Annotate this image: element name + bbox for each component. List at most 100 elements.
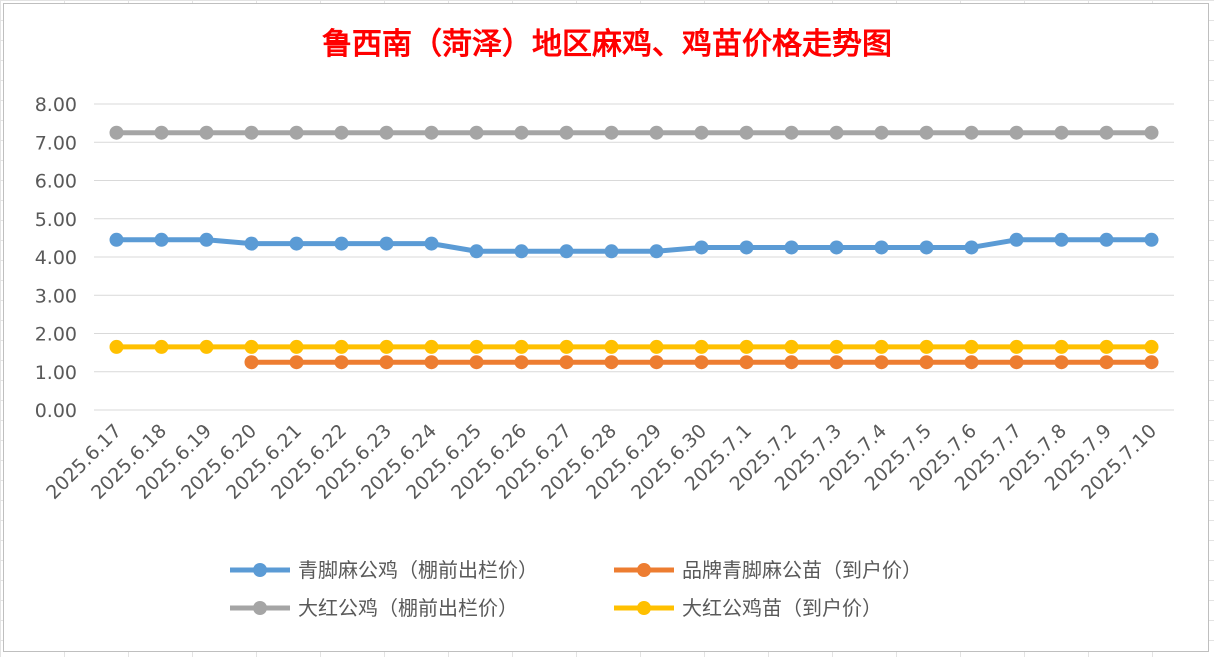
legend-item: 品牌青脚麻公苗（到户价）: [614, 558, 922, 582]
data-point: [379, 355, 394, 370]
data-point: [199, 232, 214, 247]
data-point: [559, 339, 574, 354]
data-point: [1099, 232, 1114, 247]
data-point: [829, 125, 844, 140]
data-point: [154, 232, 169, 247]
data-point: [739, 339, 754, 354]
data-point: [109, 232, 124, 247]
legend-item: 青脚麻公鸡（棚前出栏价）: [230, 558, 538, 582]
data-point: [784, 125, 799, 140]
data-point: [244, 125, 259, 140]
data-point: [694, 240, 709, 255]
data-point: [289, 125, 304, 140]
data-point: [964, 355, 979, 370]
data-point: [1054, 339, 1069, 354]
series-3: [109, 339, 1159, 354]
data-point: [694, 125, 709, 140]
data-point: [964, 125, 979, 140]
data-point: [649, 244, 664, 259]
data-point: [829, 339, 844, 354]
gridlines: [94, 103, 1174, 411]
x-axis-ticks: 2025.6.172025.6.182025.6.192025.6.202025…: [42, 420, 1161, 504]
data-point: [1054, 232, 1069, 247]
series-line: [114, 237, 1154, 254]
legend-label: 大红公鸡苗（到户价）: [682, 596, 882, 620]
data-point: [109, 339, 124, 354]
data-point: [469, 125, 484, 140]
data-point: [1144, 125, 1159, 140]
data-point: [874, 339, 889, 354]
data-point: [334, 339, 349, 354]
data-point: [1009, 339, 1024, 354]
data-point: [739, 125, 754, 140]
data-point: [919, 240, 934, 255]
data-point: [514, 339, 529, 354]
data-point: [559, 244, 574, 259]
y-tick-label: 3.00: [35, 285, 77, 307]
legend: 青脚麻公鸡（棚前出栏价） 品牌青脚麻公苗（到户价） 大红公鸡（棚前出栏价） 大红公鸡苗…: [230, 558, 922, 620]
data-point: [154, 339, 169, 354]
data-point: [964, 240, 979, 255]
data-point: [514, 244, 529, 259]
data-point: [424, 339, 439, 354]
data-point: [919, 125, 934, 140]
data-point: [1009, 355, 1024, 370]
legend-swatch-marker: [637, 563, 651, 577]
data-point: [964, 339, 979, 354]
data-point: [559, 125, 574, 140]
data-point: [604, 355, 619, 370]
data-point: [1009, 125, 1024, 140]
y-tick-label: 7.00: [35, 132, 77, 154]
data-point: [739, 240, 754, 255]
y-tick-label: 2.00: [35, 324, 77, 346]
legend-item: 大红公鸡（棚前出栏价）: [230, 596, 518, 620]
data-point: [604, 244, 619, 259]
legend-swatch-marker: [253, 601, 267, 615]
data-point: [244, 355, 259, 370]
series-0: [109, 232, 1159, 259]
data-point: [649, 125, 664, 140]
data-point: [244, 339, 259, 354]
data-point: [379, 339, 394, 354]
y-tick-label: 1.00: [35, 362, 77, 384]
legend-item: 大红公鸡苗（到户价）: [614, 596, 882, 620]
data-point: [784, 355, 799, 370]
data-point: [199, 339, 214, 354]
data-point: [874, 240, 889, 255]
data-point: [829, 355, 844, 370]
y-tick-label: 6.00: [35, 171, 77, 193]
series-layer: [109, 125, 1159, 370]
data-point: [649, 355, 664, 370]
y-tick-label: 4.00: [35, 247, 77, 269]
data-point: [919, 339, 934, 354]
data-point: [1144, 339, 1159, 354]
data-point: [469, 339, 484, 354]
data-point: [289, 236, 304, 251]
data-point: [469, 244, 484, 259]
data-point: [199, 125, 214, 140]
chart-area[interactable]: [3, 3, 1209, 652]
data-point: [1144, 355, 1159, 370]
data-point: [694, 355, 709, 370]
data-point: [1099, 339, 1114, 354]
data-point: [874, 125, 889, 140]
data-point: [334, 125, 349, 140]
chart-title: 鲁西南（菏泽）地区麻鸡、鸡苗价格走势图: [322, 27, 892, 62]
data-point: [919, 355, 934, 370]
legend-swatch-marker: [253, 563, 267, 577]
data-point: [109, 125, 124, 140]
data-point: [874, 355, 889, 370]
data-point: [604, 339, 619, 354]
data-point: [694, 339, 709, 354]
legend-swatch-marker: [637, 601, 651, 615]
data-point: [1009, 232, 1024, 247]
data-point: [1054, 355, 1069, 370]
y-tick-label: 8.00: [35, 94, 77, 116]
data-point: [289, 355, 304, 370]
data-point: [244, 236, 259, 251]
data-point: [289, 339, 304, 354]
data-point: [334, 355, 349, 370]
legend-label: 品牌青脚麻公苗（到户价）: [682, 558, 922, 582]
series-1: [244, 355, 1159, 370]
